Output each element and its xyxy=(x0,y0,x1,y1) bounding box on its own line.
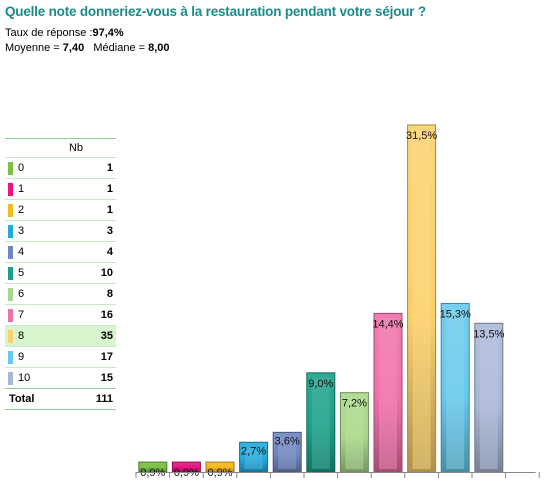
data-label-6: 7,2% xyxy=(342,398,367,410)
row-label: 5 xyxy=(18,267,25,279)
bar-4 xyxy=(272,431,302,473)
row-label: 2 xyxy=(18,204,25,216)
color-swatch xyxy=(8,372,13,385)
total-label: Total xyxy=(9,393,35,405)
bar-highlight-8 xyxy=(412,130,431,469)
color-swatch xyxy=(8,183,13,196)
x-axis xyxy=(135,472,540,478)
row-count: 8 xyxy=(106,288,113,300)
row-label: 6 xyxy=(18,288,25,300)
data-label-7: 14,4% xyxy=(372,318,403,330)
row-label: 4 xyxy=(18,246,25,258)
color-swatch xyxy=(8,246,13,259)
total-value: 111 xyxy=(95,393,113,405)
bar-9 xyxy=(440,302,470,473)
table-row: 7 16 xyxy=(5,304,116,325)
table-row: 9 17 xyxy=(5,346,116,367)
bar-highlight-9 xyxy=(446,308,465,469)
row-label: 3 xyxy=(18,225,25,237)
color-swatch xyxy=(8,330,13,343)
data-label-5: 9,0% xyxy=(308,378,333,390)
data-label-9: 15,3% xyxy=(440,308,471,320)
row-count: 35 xyxy=(100,330,113,342)
bars-group: 0,9% 0,9% 0,9%2,7%3,6%9,0%7,2%14,4%31,5%15… xyxy=(138,124,505,479)
bar-7 xyxy=(373,312,403,473)
row-count: 17 xyxy=(100,351,113,363)
bar-highlight-10 xyxy=(479,328,498,469)
row-count: 1 xyxy=(106,183,113,195)
bar-highlight-4 xyxy=(278,437,297,469)
bar-highlight-6 xyxy=(345,397,364,469)
data-label-3: 2,7% xyxy=(241,445,266,457)
mean-value: 7,40 xyxy=(62,42,85,54)
table-row: 8 35 xyxy=(5,325,116,346)
data-label-10: 13,5% xyxy=(473,328,504,340)
color-swatch xyxy=(8,288,13,301)
color-swatch xyxy=(8,204,13,217)
chart-title: Quelle note donneriez-vous à la restaura… xyxy=(5,4,426,19)
row-label: 9 xyxy=(18,351,25,363)
mean-label: Moyenne = xyxy=(5,42,63,54)
median-label: Médiane = xyxy=(93,42,149,54)
row-count: 10 xyxy=(100,267,113,279)
color-swatch xyxy=(8,162,13,175)
bar-highlight-3 xyxy=(244,447,263,469)
color-swatch xyxy=(8,309,13,322)
row-label: 7 xyxy=(18,309,25,321)
row-label: 0 xyxy=(18,162,25,174)
bar-highlight-7 xyxy=(379,318,397,469)
table-row: 5 10 xyxy=(5,262,116,283)
row-count: 1 xyxy=(106,204,113,216)
median-value: 8,00 xyxy=(148,42,170,54)
row-count: 15 xyxy=(100,372,113,384)
row-count: 16 xyxy=(100,309,113,321)
bar-highlight-5 xyxy=(311,377,330,469)
row-count: 4 xyxy=(106,246,113,258)
color-swatch xyxy=(8,351,13,364)
color-swatch xyxy=(8,267,13,280)
row-label: 8 xyxy=(18,330,25,342)
row-count: 1 xyxy=(106,162,113,174)
table-total-row: Total 111 xyxy=(5,388,116,410)
frequency-table: Nb 0 1 1 1 2 1 3 3 4 4 5 10 6 8 7 16 8 35 9 17 10 15 Total 11… xyxy=(5,138,116,410)
data-label-4: 3,6% xyxy=(275,435,300,447)
table-row: 10 15 xyxy=(5,367,116,388)
bar-8 xyxy=(407,124,437,473)
mean-median: Moyenne = 7,40 Médiane = 8,00 xyxy=(5,42,170,54)
bar-10 xyxy=(474,322,504,473)
row-count: 3 xyxy=(106,225,113,237)
color-swatch xyxy=(8,225,13,238)
response-rate-label: Taux de réponse : xyxy=(5,27,93,39)
row-label: 10 xyxy=(18,372,31,384)
response-rate: Taux de réponse :97,4% xyxy=(5,27,124,39)
column-header-nb: Nb xyxy=(68,142,83,154)
response-rate-value: 97,4% xyxy=(92,27,124,39)
row-label: 1 xyxy=(18,183,25,195)
table-header: Nb xyxy=(5,138,116,157)
table-rows: 0 1 1 1 2 1 3 3 4 4 5 10 6 8 7 16 8 35 9 17 10 15 xyxy=(5,157,116,388)
data-label-8: 31,5% xyxy=(406,130,437,142)
